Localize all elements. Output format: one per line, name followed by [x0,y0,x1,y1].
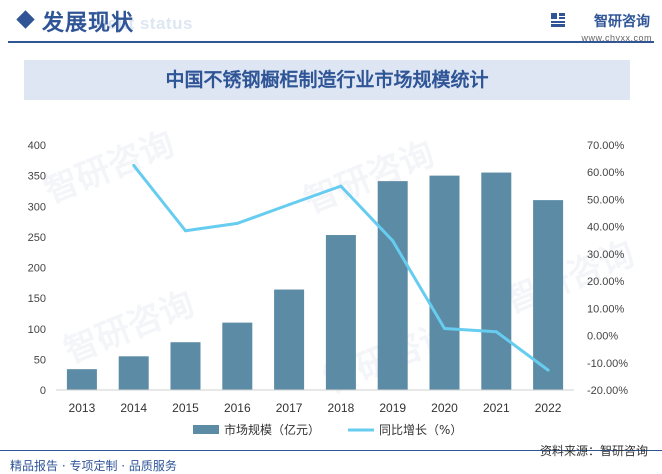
chart-title: 中国不锈钢橱柜制造行业市场规模统计 [165,69,489,91]
footer-divider [0,450,662,451]
brand-name: 智研咨询 [594,14,650,30]
legend-label: 市场规模（亿元） [224,422,320,437]
x-tick-label: 2020 [431,401,458,415]
x-tick-label: 2015 [172,401,199,415]
x-tick-label: 2021 [483,401,510,415]
growth-point-2018 [339,184,343,188]
chart-title-band: 中国不锈钢橱柜制造行业市场规模统计 [24,60,630,100]
x-tick-label: 2017 [276,401,303,415]
y-left-tick-label: 0 [40,385,46,397]
y-left-tick-label: 400 [28,140,46,152]
bar-2015 [170,342,201,390]
bar-2018 [325,235,356,390]
y-right-tick-label: -20.00% [587,385,628,397]
y-right-tick-label: 40.00% [587,222,625,234]
y-right-tick-label: 10.00% [587,303,625,315]
bar-2019 [377,181,408,390]
y-left-tick-label: 150 [28,293,46,305]
brand-logo-icon [551,13,565,27]
legend-swatch-bar [193,425,219,434]
footer-tagline: 精品报告 · 专项定制 · 品质服务 [10,459,177,473]
bar-2013 [66,369,97,390]
bar-2017 [274,289,305,390]
y-right-tick-label: 30.00% [587,249,625,261]
brand-url: www.chyxx.com [581,33,652,43]
growth-point-2020 [443,326,446,330]
bar-2022 [533,200,564,390]
growth-point-2019 [391,239,395,243]
y-left-tick-label: 350 [28,171,46,183]
bar-2021 [481,172,512,390]
y-right-tick-label: 70.00% [587,140,625,152]
y-right-tick-label: 20.00% [587,276,625,288]
y-right-tick-label: -10.00% [587,358,628,370]
x-tick-label: 2014 [120,401,147,415]
bar-2020 [429,175,460,390]
x-tick-label: 2013 [69,401,96,415]
growth-point-2016 [235,221,239,225]
y-left-tick-label: 200 [28,263,46,275]
legend-label: 同比增长（%） [379,423,462,437]
y-left-tick-label: 250 [28,232,46,244]
growth-point-2017 [287,203,291,207]
growth-point-2015 [184,229,187,233]
page-title: 发展现状 [42,11,135,36]
x-tick-label: 2019 [379,401,406,415]
page-header: ment status 发展现状 [0,0,662,46]
x-tick-label: 2022 [535,401,562,415]
header-subtitle: ment status [92,14,193,33]
y-left-tick-label: 300 [28,201,46,213]
y-right-tick-label: 50.00% [587,194,625,206]
y-right-tick-label: 0.00% [587,331,618,343]
x-tick-label: 2018 [328,401,355,415]
brand: 智研咨询 [530,11,650,33]
y-left-tick-label: 100 [28,324,46,336]
header-divider [8,41,654,43]
y-left-tick-label: 50 [34,354,46,366]
bar-2014 [118,356,149,390]
x-tick-label: 2016 [224,401,251,415]
growth-point-2021 [494,330,498,334]
source-note: 资料来源：智研咨询 [539,444,648,458]
growth-point-2022 [546,368,550,372]
growth-point-2014 [132,163,136,167]
bar-2016 [222,322,253,390]
y-right-tick-label: 60.00% [587,167,625,179]
